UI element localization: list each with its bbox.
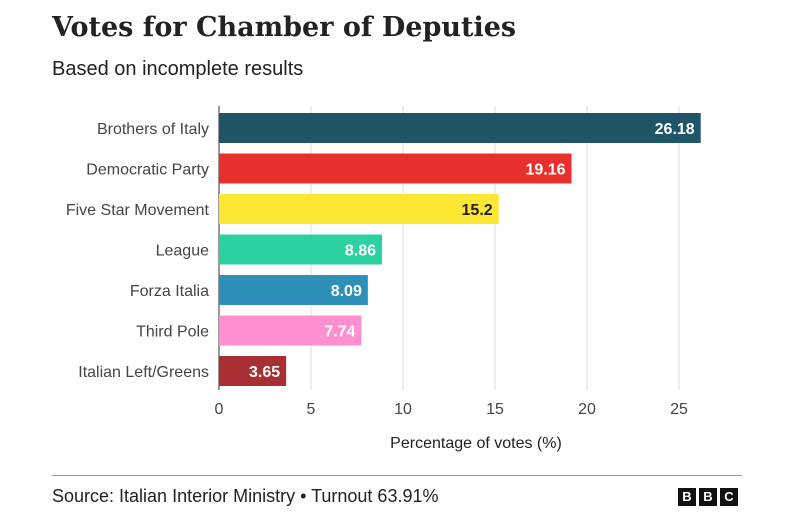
source-note: Source: Italian Interior Ministry • Turn… [52,486,439,506]
x-tick-label: 0 [215,401,224,418]
category-label: Forza Italia [130,283,209,300]
bar-value-label: 19.16 [525,162,565,179]
bar-value-label: 3.65 [249,364,280,381]
bar [219,153,572,184]
logo-letter: B [678,488,696,506]
x-tick-label: 15 [486,401,504,418]
bar-value-label: 8.86 [345,243,376,260]
logo-letter: C [720,488,738,506]
chart-title: Votes for Chamber of Deputies [52,12,517,43]
bar [219,194,499,224]
footer-divider [52,475,742,476]
x-tick-label: 10 [394,401,412,418]
category-label: Third Pole [136,324,209,341]
bar-value-label: 8.09 [331,283,362,300]
x-axis-label: Percentage of votes (%) [390,435,562,452]
x-tick-label: 25 [670,401,688,418]
category-label: Italian Left/Greens [78,364,209,381]
bar [219,234,383,265]
x-tick-label: 20 [578,401,596,418]
category-label: Five Star Movement [66,202,210,219]
bar [219,275,368,305]
bar [219,356,287,386]
bbc-logo: B B C [678,488,738,506]
bar-value-label: 7.74 [324,324,355,341]
x-tick-label: 5 [307,401,316,418]
category-label: Brothers of Italy [97,121,209,138]
bar-value-label: 15.2 [462,202,493,219]
chart-subtitle: Based on incomplete results [52,58,304,80]
bar [219,113,701,143]
bar [219,315,362,346]
category-label: Democratic Party [86,162,209,179]
logo-letter: B [699,488,717,506]
category-label: League [156,243,209,260]
bar-value-label: 26.18 [655,121,695,138]
bar-chart: 0 5 10 15 20 25 26.18 Brothers of Italy 19.16 Dem… [66,106,701,452]
